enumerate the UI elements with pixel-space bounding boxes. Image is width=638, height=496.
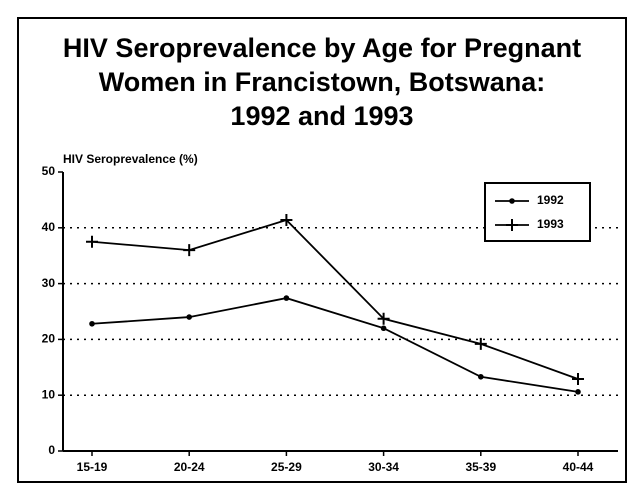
legend xyxy=(484,182,591,242)
chart-title: HIV Seroprevalence by Age for Pregnant xyxy=(63,33,581,63)
y-axis-label: HIV Seroprevalence (%) xyxy=(63,152,198,166)
chart-title: Women in Francistown, Botswana: xyxy=(99,67,546,97)
marker xyxy=(509,198,515,204)
marker xyxy=(183,244,196,257)
y-tick-label: 50 xyxy=(42,164,56,178)
x-tick-label: 20-24 xyxy=(174,460,205,474)
y-tick-label: 10 xyxy=(42,387,56,401)
legend-label: 1992 xyxy=(537,193,564,207)
y-tick-label: 20 xyxy=(42,332,56,346)
series-line xyxy=(91,297,579,393)
legend-label: 1993 xyxy=(537,217,564,231)
marker xyxy=(283,295,290,301)
x-tick-label: 30-34 xyxy=(368,460,399,474)
x-tick-label: 25-29 xyxy=(271,460,302,474)
marker xyxy=(380,325,387,332)
frame xyxy=(17,17,627,483)
y-tick-label: 0 xyxy=(48,443,55,457)
marker xyxy=(86,235,98,248)
series-line xyxy=(91,218,579,380)
chart-title: 1992 and 1993 xyxy=(230,101,413,131)
x-tick-label: 35-39 xyxy=(465,460,496,474)
marker xyxy=(506,219,518,231)
x-tick-label: 15-19 xyxy=(77,460,108,474)
marker xyxy=(474,337,487,350)
x-tick-label: 40-44 xyxy=(563,460,594,474)
y-tick-label: 30 xyxy=(42,276,56,290)
marker xyxy=(89,320,95,327)
marker xyxy=(377,312,390,325)
marker xyxy=(478,373,484,380)
marker xyxy=(186,314,192,320)
marker xyxy=(572,373,584,386)
marker xyxy=(575,389,581,395)
marker xyxy=(280,213,293,226)
y-tick-label: 40 xyxy=(42,220,56,234)
